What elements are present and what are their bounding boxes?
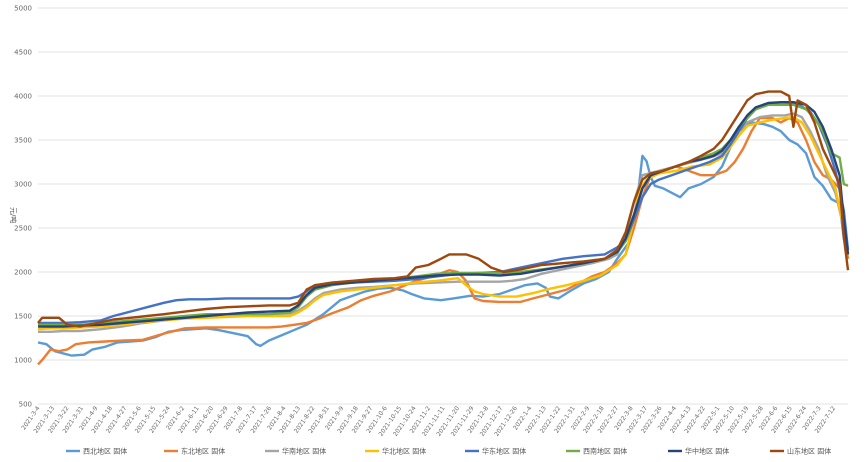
legend-label: 西北地区 固体 [83, 447, 127, 456]
legend-label: 东北地区 固体 [181, 447, 225, 456]
legend-label: 西南地区 固体 [583, 447, 627, 456]
series-line-7 [37, 90, 850, 328]
legend-label: 华南地区 固体 [282, 447, 326, 456]
y-tick-label: 5000 [14, 5, 32, 13]
series-line-6 [38, 101, 850, 328]
series-line-3 [37, 115, 850, 331]
x-axis-ticks: 2021-3-42021-3-132021-3-222021-3-312021-… [20, 405, 837, 438]
y-tick-label: 500 [19, 401, 32, 409]
y-tick-label: 1500 [14, 313, 32, 321]
legend-label: 山东地区 固体 [787, 447, 831, 456]
y-axis-ticks: 500 1000 1500 2000 2500 3000 3500 4000 4500 5000 [14, 5, 32, 409]
gridlines [38, 7, 848, 405]
y-tick-label: 3000 [14, 181, 32, 189]
legend-label: 华中地区 固体 [685, 447, 729, 456]
legend-label: 华北地区 固体 [382, 447, 426, 456]
y-tick-label: 4000 [14, 93, 32, 101]
series-line-4 [38, 102, 850, 325]
y-tick-label: 4500 [14, 49, 32, 57]
legend-label: 华东地区 固体 [482, 447, 526, 456]
y-tick-label: 3500 [14, 137, 32, 145]
legend: 西北地区 固体 东北地区 固体 华南地区 固体 华北地区 固体 华东地区 固体 西南地区 … [66, 447, 831, 456]
y-tick-label: 1000 [14, 357, 32, 365]
series-line-1 [37, 116, 850, 366]
y-tick-label: 2000 [14, 269, 32, 277]
y-axis-label: 元/吨 [9, 207, 18, 223]
y-tick-label: 2500 [14, 225, 32, 233]
series-lines [37, 90, 850, 366]
series-line-5 [38, 103, 849, 326]
